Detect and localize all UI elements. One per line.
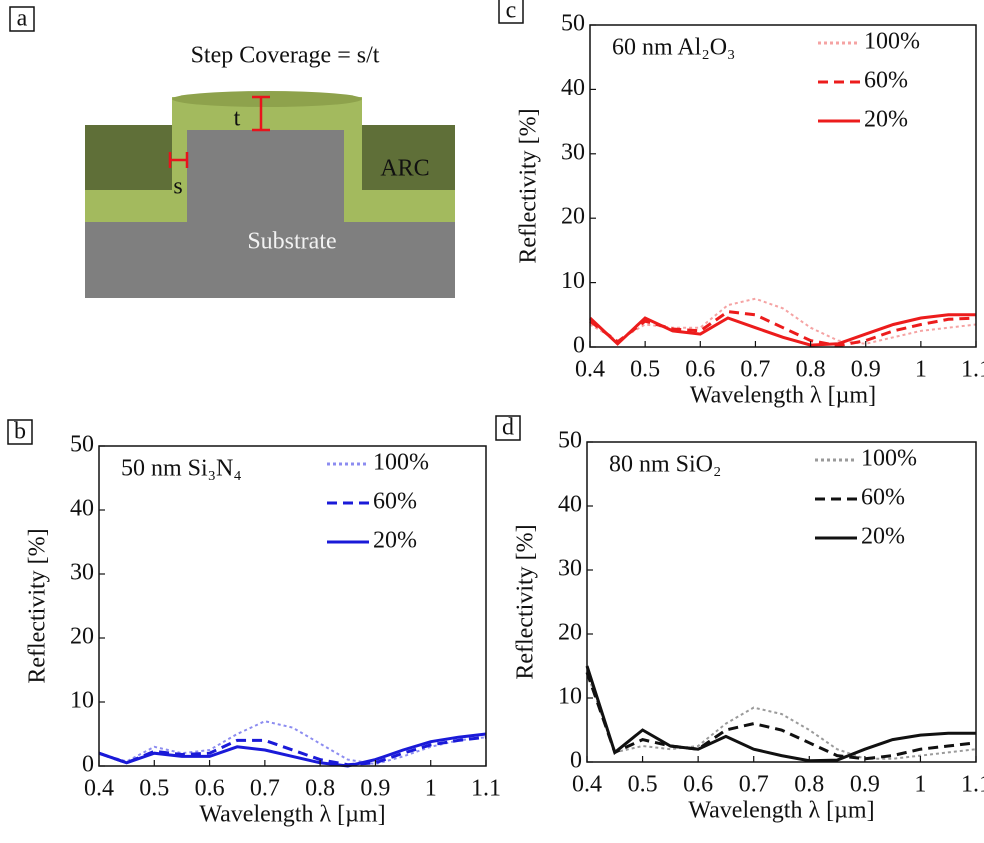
x-tick-label: 0.5 — [628, 772, 658, 798]
panel-label-box — [498, 0, 524, 24]
x-tick-label: 0.5 — [630, 357, 660, 383]
x-tick-label: 1.1 — [961, 772, 984, 798]
chart-panel: d 100% 60% 20% 0.4 0.5 0.6 0.7 0.8 0.9 1 1.1 0 10 20 30… — [495, 415, 984, 824]
y-tick-label: 0 — [82, 752, 94, 778]
x-tick-label: 0.4 — [84, 776, 114, 802]
y-tick-label: 10 — [561, 268, 585, 294]
x-tick-label: 0.9 — [360, 776, 390, 802]
x-axis-label: Wavelength λ [µm] — [688, 798, 874, 824]
coating-cap — [172, 91, 362, 107]
annotation: 50 nm Si₃N₄ — [121, 456, 242, 482]
panel-label-box — [9, 6, 35, 32]
substrate-base — [85, 222, 455, 298]
arc-label: ARC — [380, 156, 429, 182]
annotation: 60 nm Al₂O₃ — [612, 35, 735, 61]
x-tick-label: 0.5 — [139, 776, 169, 802]
data-line — [586, 672, 977, 760]
y-tick-label: 50 — [561, 11, 585, 37]
x-axis-label: Wavelength λ [µm] — [199, 802, 385, 828]
legend-label: 60% — [861, 485, 905, 511]
x-tick-label: 0.7 — [250, 776, 280, 802]
panel-label-box — [495, 415, 521, 441]
panel-label: a — [17, 6, 28, 32]
legend-label: 60% — [864, 68, 908, 94]
y-tick-label: 40 — [561, 75, 585, 101]
data-line — [98, 732, 487, 768]
y-tick-label: 50 — [558, 428, 582, 454]
y-tick-label: 40 — [70, 496, 94, 522]
data-line — [589, 297, 977, 345]
y-tick-label: 10 — [558, 684, 582, 710]
data-line — [588, 313, 976, 347]
x-tick-label: 1 — [915, 357, 927, 383]
t-label: t — [234, 106, 241, 132]
axes-box — [589, 24, 977, 348]
panel-label: d — [502, 415, 514, 441]
x-tick-label: 1 — [914, 772, 926, 798]
data-line — [589, 310, 977, 348]
annotation: 80 nm SiO₂ — [609, 452, 721, 478]
x-tick-label: 0.8 — [305, 776, 335, 802]
axes-box — [98, 445, 487, 767]
legend-label: 60% — [373, 489, 417, 515]
y-axis-label: Reflectivity [%] — [513, 524, 539, 679]
substrate-step — [187, 130, 344, 222]
y-axis-label: Reflectivity [%] — [516, 108, 542, 263]
panel-label: b — [14, 419, 26, 445]
legend-label: 20% — [861, 524, 905, 550]
axes-box — [586, 441, 977, 763]
legend-label: 20% — [864, 107, 908, 133]
x-tick-label: 0.6 — [685, 357, 715, 383]
y-tick-label: 20 — [561, 204, 585, 230]
panel-label-box — [7, 419, 33, 445]
x-tick-label: 0.8 — [794, 772, 824, 798]
data-line — [98, 735, 487, 767]
y-tick-label: 10 — [70, 688, 94, 714]
legend-label: 100% — [864, 29, 920, 55]
legend-label: 100% — [373, 450, 429, 476]
t-marker — [252, 95, 270, 132]
y-axis-label: Reflectivity [%] — [25, 528, 51, 683]
panel-label: c — [506, 0, 517, 24]
legend-label: 100% — [861, 446, 917, 472]
x-tick-label: 1.1 — [471, 776, 501, 802]
y-tick-label: 50 — [70, 432, 94, 458]
x-tick-label: 1.1 — [961, 357, 984, 383]
y-tick-label: 30 — [70, 560, 94, 586]
arc-right — [355, 125, 455, 190]
chart-panel: b 100% 60% 20% 0.4 0.5 0.6 0.7 0.8 0.9 1 1.1 0 10 20 30… — [7, 419, 501, 828]
x-tick-label: 1 — [425, 776, 437, 802]
chart-panel: c 100% 60% 20% 0.4 0.5 0.6 0.7 0.8 0.9 1 1.1 0 10 20 30… — [498, 0, 984, 409]
y-tick-label: 20 — [70, 624, 94, 650]
x-tick-label: 0.9 — [851, 357, 881, 383]
x-tick-label: 0.7 — [740, 357, 770, 383]
x-tick-label: 0.4 — [572, 772, 602, 798]
y-tick-label: 20 — [558, 620, 582, 646]
x-tick-label: 0.6 — [195, 776, 225, 802]
data-line — [585, 665, 976, 763]
y-tick-label: 30 — [558, 556, 582, 582]
data-line — [585, 671, 977, 761]
substrate-label: Substrate — [247, 229, 336, 255]
x-tick-label: 0.9 — [850, 772, 880, 798]
s-label: s — [173, 174, 182, 200]
arc-left — [85, 125, 180, 190]
x-tick-label: 0.6 — [683, 772, 713, 798]
x-tick-label: 0.4 — [575, 357, 605, 383]
legend-label: 20% — [373, 528, 417, 554]
diagram-title: Step Coverage = s/t — [191, 43, 380, 69]
s-marker — [168, 152, 189, 168]
y-tick-label: 0 — [570, 748, 582, 774]
x-axis-label: Wavelength λ [µm] — [690, 383, 876, 409]
panel-a: a Step Coverage = s/t t s ARC Substrate — [9, 6, 455, 298]
y-tick-label: 40 — [558, 492, 582, 518]
x-tick-label: 0.7 — [739, 772, 769, 798]
y-tick-label: 0 — [573, 333, 585, 359]
y-tick-label: 30 — [561, 139, 585, 165]
x-tick-label: 0.8 — [796, 357, 826, 383]
